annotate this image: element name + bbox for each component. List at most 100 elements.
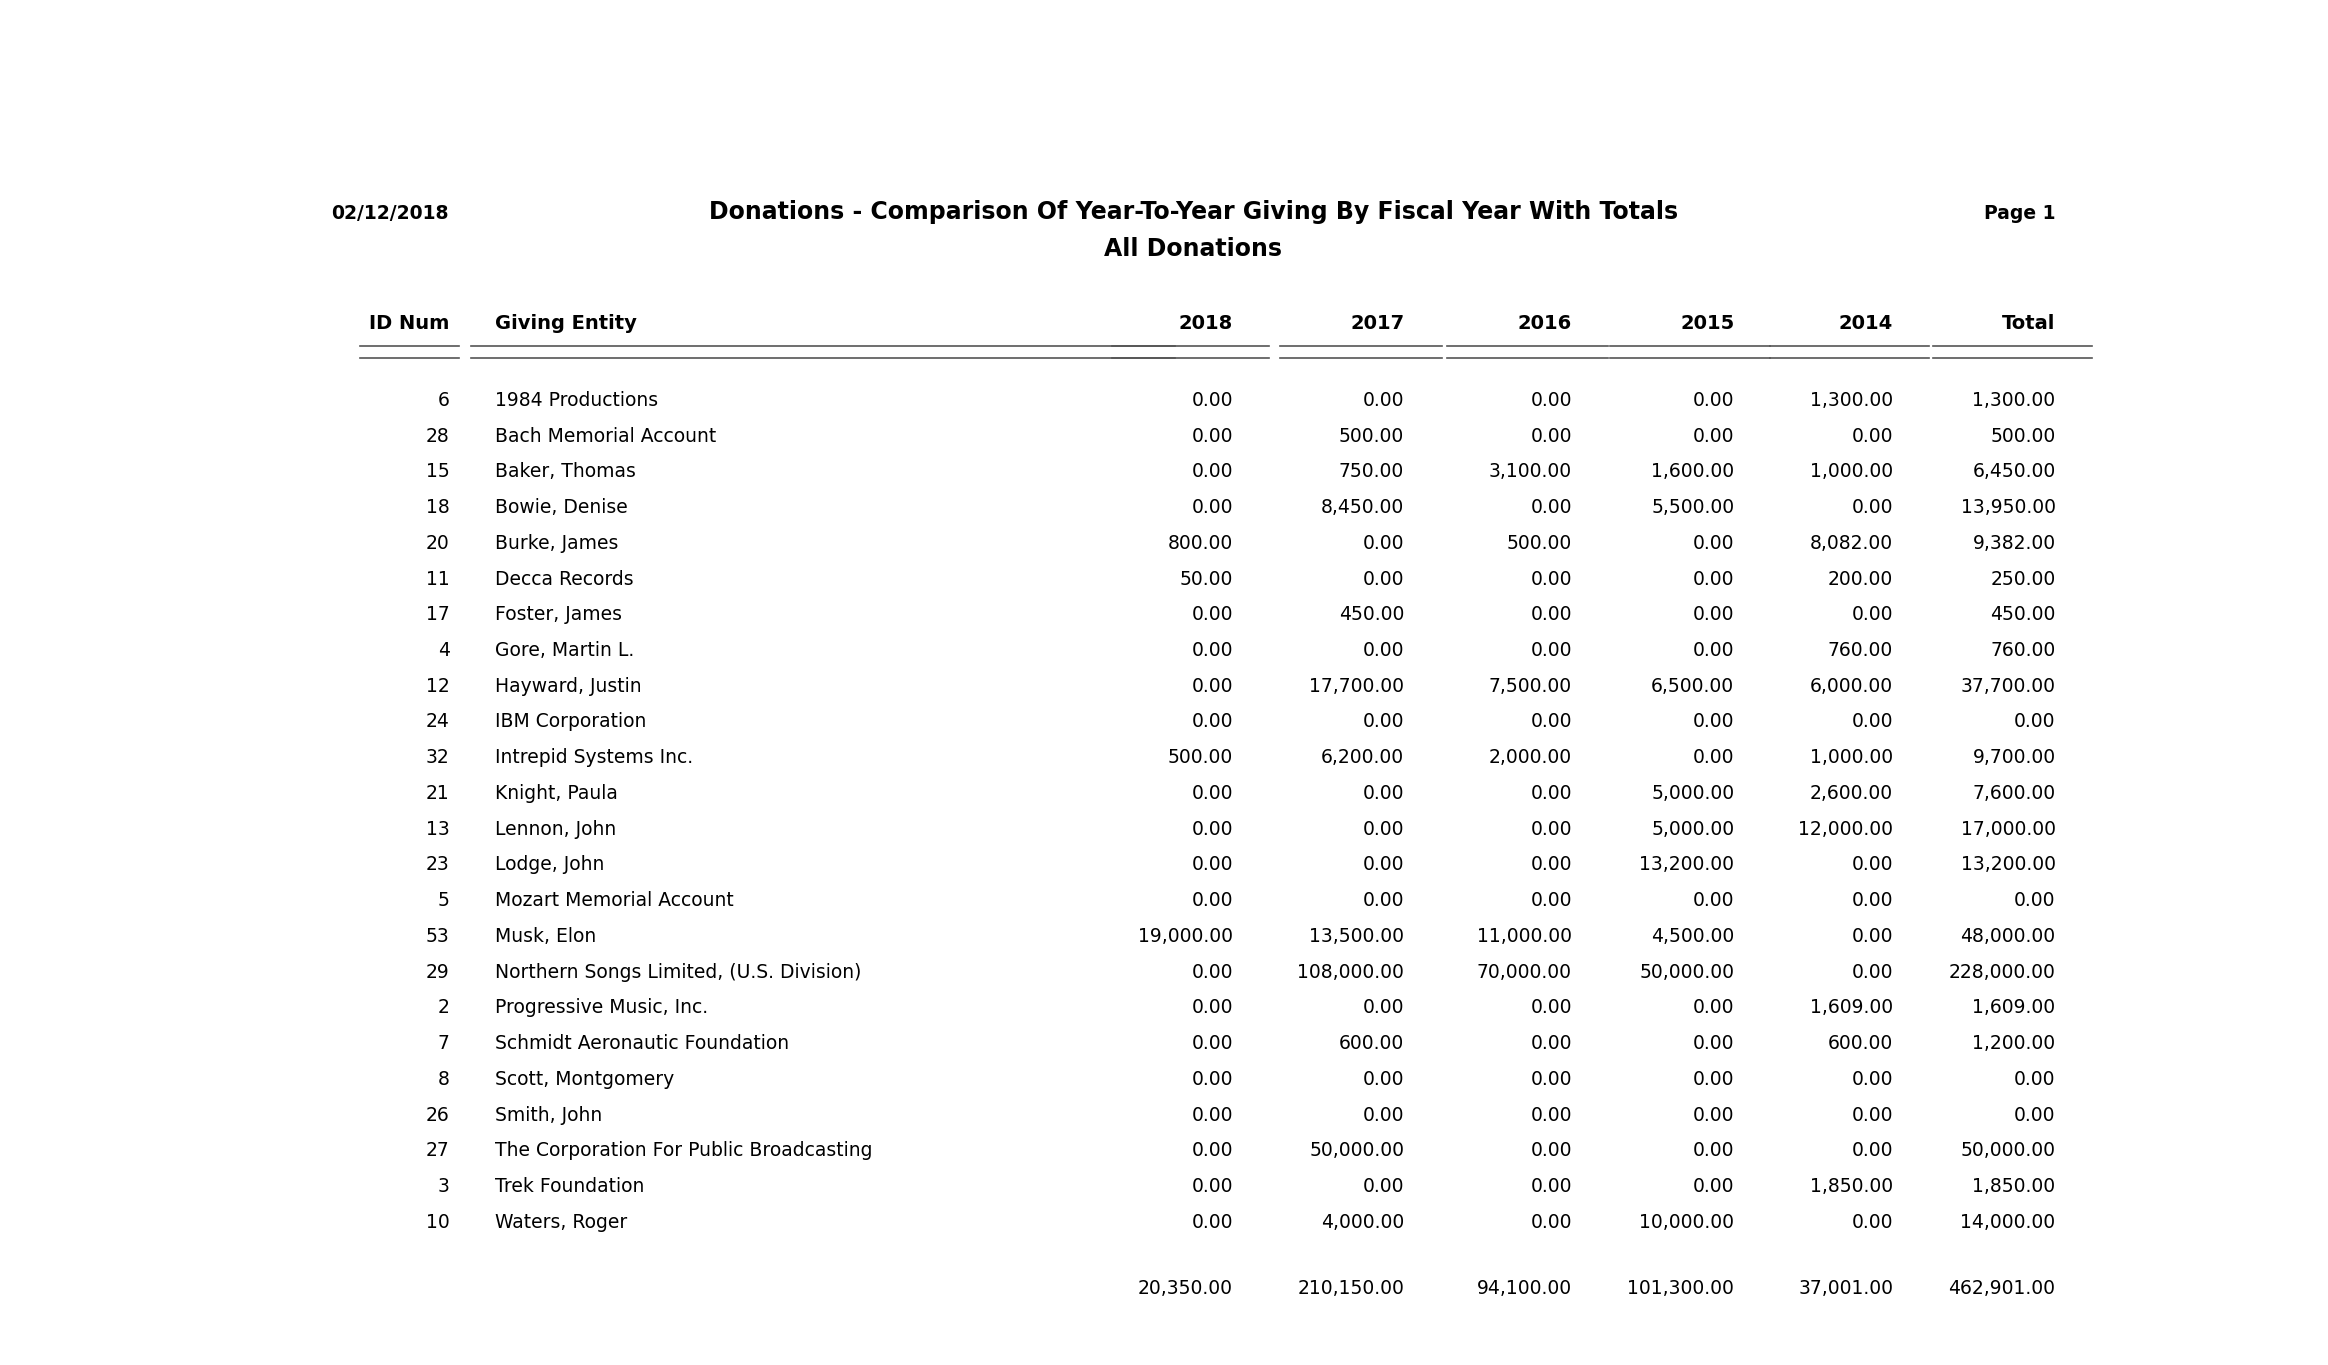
Text: 101,300.00: 101,300.00: [1627, 1279, 1734, 1298]
Text: 0.00: 0.00: [1529, 498, 1571, 517]
Text: 48,000.00: 48,000.00: [1960, 927, 2056, 946]
Text: 7: 7: [438, 1035, 449, 1052]
Text: IBM Corporation: IBM Corporation: [496, 713, 647, 732]
Text: Hayward, Justin: Hayward, Justin: [496, 677, 643, 696]
Text: 23: 23: [426, 856, 449, 875]
Text: 10,000.00: 10,000.00: [1639, 1212, 1734, 1231]
Text: 0.00: 0.00: [1529, 426, 1571, 445]
Text: 0.00: 0.00: [1362, 390, 1404, 410]
Text: 0.00: 0.00: [1362, 856, 1404, 875]
Text: 28: 28: [426, 426, 449, 445]
Text: 0.00: 0.00: [2014, 1070, 2056, 1089]
Text: 0.00: 0.00: [1192, 713, 1234, 732]
Text: 0.00: 0.00: [1851, 1212, 1893, 1231]
Text: The Corporation For Public Broadcasting: The Corporation For Public Broadcasting: [496, 1141, 873, 1160]
Text: 5,000.00: 5,000.00: [1651, 819, 1734, 838]
Text: 17,000.00: 17,000.00: [1960, 819, 2056, 838]
Text: 1984 Productions: 1984 Productions: [496, 390, 659, 410]
Text: 0.00: 0.00: [1192, 1070, 1234, 1089]
Text: 0.00: 0.00: [1692, 569, 1734, 588]
Text: 0.00: 0.00: [1692, 1177, 1734, 1196]
Text: 13,500.00: 13,500.00: [1308, 927, 1404, 946]
Text: 0.00: 0.00: [1529, 819, 1571, 838]
Text: 13,950.00: 13,950.00: [1960, 498, 2056, 517]
Text: 8: 8: [438, 1070, 449, 1089]
Text: 18: 18: [426, 498, 449, 517]
Text: 6: 6: [438, 390, 449, 410]
Text: 14,000.00: 14,000.00: [1960, 1212, 2056, 1231]
Text: 50,000.00: 50,000.00: [1639, 962, 1734, 981]
Text: Progressive Music, Inc.: Progressive Music, Inc.: [496, 998, 708, 1017]
Text: 0.00: 0.00: [1529, 569, 1571, 588]
Text: 0.00: 0.00: [1692, 1141, 1734, 1160]
Text: 1,600.00: 1,600.00: [1651, 463, 1734, 482]
Text: 0.00: 0.00: [1529, 856, 1571, 875]
Text: 9,382.00: 9,382.00: [1972, 534, 2056, 553]
Text: 3: 3: [438, 1177, 449, 1196]
Text: 53: 53: [426, 927, 449, 946]
Text: 0.00: 0.00: [1362, 569, 1404, 588]
Text: 0.00: 0.00: [1192, 1177, 1234, 1196]
Text: Baker, Thomas: Baker, Thomas: [496, 463, 636, 482]
Text: Bowie, Denise: Bowie, Denise: [496, 498, 629, 517]
Text: Gore, Martin L.: Gore, Martin L.: [496, 642, 633, 659]
Text: 20: 20: [426, 534, 449, 553]
Text: 0.00: 0.00: [1192, 642, 1234, 659]
Text: 760.00: 760.00: [1827, 642, 1893, 659]
Text: 0.00: 0.00: [1851, 927, 1893, 946]
Text: 0.00: 0.00: [1192, 390, 1234, 410]
Text: 11: 11: [426, 569, 449, 588]
Text: 0.00: 0.00: [1362, 534, 1404, 553]
Text: 6,000.00: 6,000.00: [1809, 677, 1893, 696]
Text: 12,000.00: 12,000.00: [1797, 819, 1893, 838]
Text: 50,000.00: 50,000.00: [1308, 1141, 1404, 1160]
Text: 29: 29: [426, 962, 449, 981]
Text: Schmidt Aeronautic Foundation: Schmidt Aeronautic Foundation: [496, 1035, 789, 1052]
Text: 2,600.00: 2,600.00: [1809, 784, 1893, 803]
Text: 0.00: 0.00: [2014, 891, 2056, 910]
Text: 750.00: 750.00: [1339, 463, 1404, 482]
Text: 9,700.00: 9,700.00: [1972, 748, 2056, 767]
Text: 500.00: 500.00: [1169, 748, 1234, 767]
Text: 0.00: 0.00: [1192, 1212, 1234, 1231]
Text: 500.00: 500.00: [1506, 534, 1571, 553]
Text: 0.00: 0.00: [1192, 677, 1234, 696]
Text: 0.00: 0.00: [1192, 819, 1234, 838]
Text: 0.00: 0.00: [1692, 390, 1734, 410]
Text: 0.00: 0.00: [1529, 1035, 1571, 1052]
Text: 94,100.00: 94,100.00: [1476, 1279, 1571, 1298]
Text: 70,000.00: 70,000.00: [1476, 962, 1571, 981]
Text: 0.00: 0.00: [2014, 1106, 2056, 1125]
Text: 0.00: 0.00: [1529, 1212, 1571, 1231]
Text: 0.00: 0.00: [1192, 426, 1234, 445]
Text: Mozart Memorial Account: Mozart Memorial Account: [496, 891, 733, 910]
Text: 1,850.00: 1,850.00: [1972, 1177, 2056, 1196]
Text: 10: 10: [426, 1212, 449, 1231]
Text: Lodge, John: Lodge, John: [496, 856, 605, 875]
Text: Knight, Paula: Knight, Paula: [496, 784, 617, 803]
Text: 0.00: 0.00: [1362, 642, 1404, 659]
Text: 0.00: 0.00: [1192, 856, 1234, 875]
Text: 0.00: 0.00: [1692, 534, 1734, 553]
Text: 5: 5: [438, 891, 449, 910]
Text: Scott, Montgomery: Scott, Montgomery: [496, 1070, 675, 1089]
Text: 3,100.00: 3,100.00: [1490, 463, 1571, 482]
Text: 450.00: 450.00: [1990, 605, 2056, 624]
Text: 0.00: 0.00: [1362, 784, 1404, 803]
Text: 37,700.00: 37,700.00: [1960, 677, 2056, 696]
Text: 0.00: 0.00: [1192, 1141, 1234, 1160]
Text: 0.00: 0.00: [1192, 998, 1234, 1017]
Text: 13,200.00: 13,200.00: [1639, 856, 1734, 875]
Text: 1,200.00: 1,200.00: [1972, 1035, 2056, 1052]
Text: Trek Foundation: Trek Foundation: [496, 1177, 645, 1196]
Text: 2016: 2016: [1518, 314, 1571, 333]
Text: 0.00: 0.00: [1529, 784, 1571, 803]
Text: 2014: 2014: [1839, 314, 1893, 333]
Text: All Donations: All Donations: [1103, 238, 1283, 261]
Text: 12: 12: [426, 677, 449, 696]
Text: 13,200.00: 13,200.00: [1960, 856, 2056, 875]
Text: 11,000.00: 11,000.00: [1476, 927, 1571, 946]
Text: 17: 17: [426, 605, 449, 624]
Text: 2: 2: [438, 998, 449, 1017]
Text: 2018: 2018: [1178, 314, 1234, 333]
